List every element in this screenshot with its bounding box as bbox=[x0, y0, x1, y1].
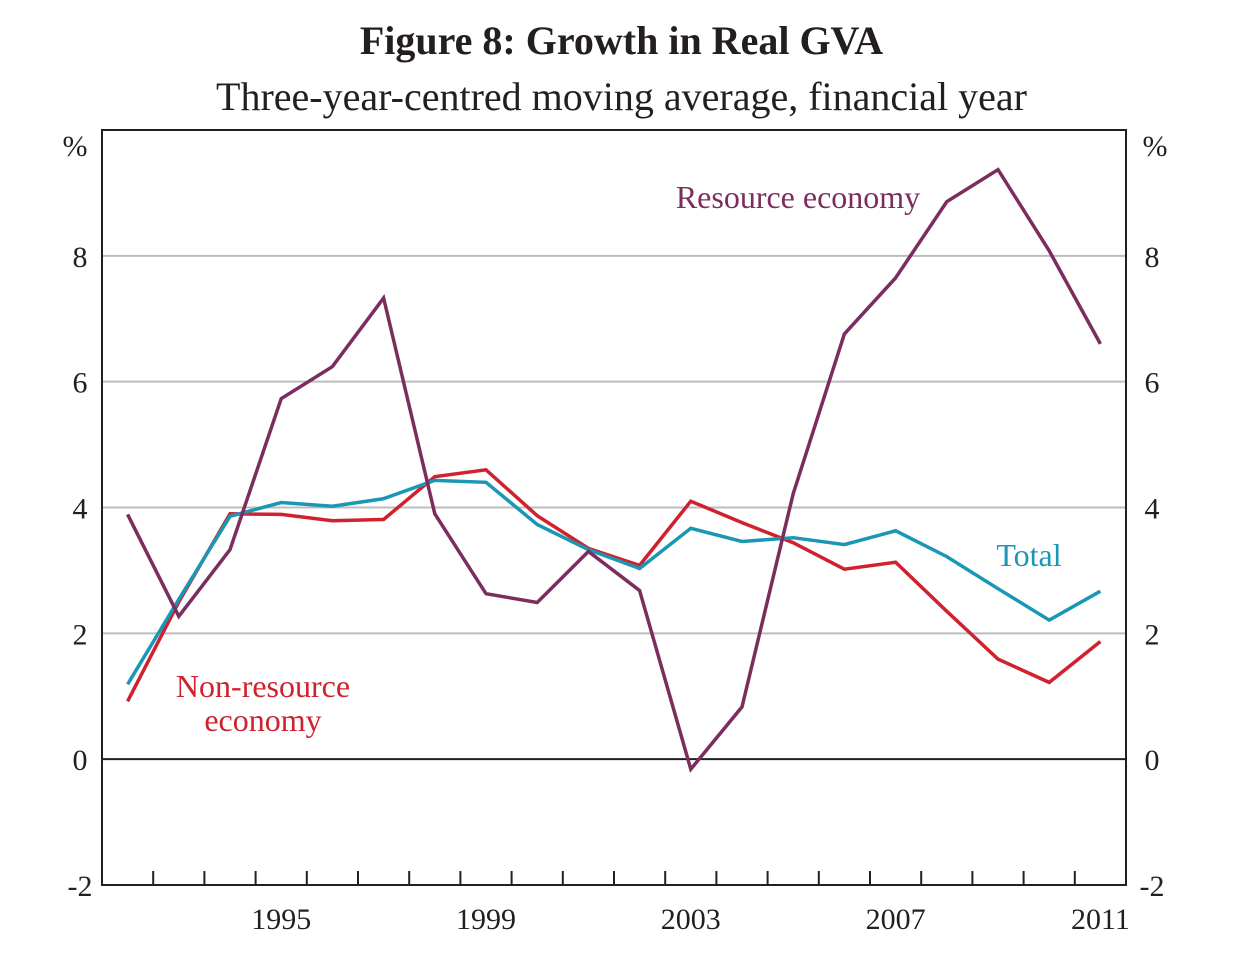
y-tick-label-left: 6 bbox=[73, 367, 88, 400]
series-line-total bbox=[126, 478, 1102, 686]
series-line-resource-economy bbox=[126, 167, 1102, 773]
y-tick-label-left: 4 bbox=[73, 493, 88, 526]
annotation-non-resource-line2: economy bbox=[204, 702, 321, 738]
x-tick-label: 2003 bbox=[661, 903, 721, 936]
x-tick-label: 1999 bbox=[456, 903, 516, 936]
gridlines bbox=[102, 254, 1126, 635]
y-tick-label-left: 8 bbox=[73, 241, 88, 274]
series-lines bbox=[126, 167, 1102, 773]
y-tick-label-right: 8 bbox=[1145, 241, 1160, 274]
y-unit-left: % bbox=[63, 130, 88, 163]
y-tick-label-left: 0 bbox=[73, 744, 88, 777]
x-tick-labels: 1995 1999 2003 2007 2011 bbox=[251, 903, 1130, 936]
x-tick-label: 2011 bbox=[1071, 903, 1130, 936]
y-tick-label-right: 2 bbox=[1145, 618, 1160, 651]
chart-subtitle: Three-year-centred moving average, finan… bbox=[216, 74, 1027, 119]
y-tick-label-left: 2 bbox=[73, 618, 88, 651]
y-tick-labels: -2 -2 0 0 2 2 4 4 6 6 8 8 bbox=[68, 241, 1165, 903]
y-tick-label-right: -2 bbox=[1140, 870, 1165, 903]
y-tick-label-right: 6 bbox=[1145, 367, 1160, 400]
y-tick-label-left: -2 bbox=[68, 870, 93, 903]
y-tick-label-right: 0 bbox=[1145, 744, 1160, 777]
x-tick-label: 2007 bbox=[866, 903, 926, 936]
y-unit-right: % bbox=[1143, 130, 1168, 163]
chart-title: Figure 8: Growth in Real GVA bbox=[359, 18, 884, 63]
y-tick-label-right: 4 bbox=[1145, 493, 1160, 526]
annotation-non-resource-line1: Non-resource bbox=[176, 668, 350, 704]
series-line-non-resource-economy bbox=[126, 467, 1102, 703]
annotation-total: Total bbox=[996, 537, 1061, 573]
annotation-resource-economy: Resource economy bbox=[676, 179, 920, 215]
x-tick-label: 1995 bbox=[251, 903, 311, 936]
x-ticks bbox=[152, 871, 1076, 885]
